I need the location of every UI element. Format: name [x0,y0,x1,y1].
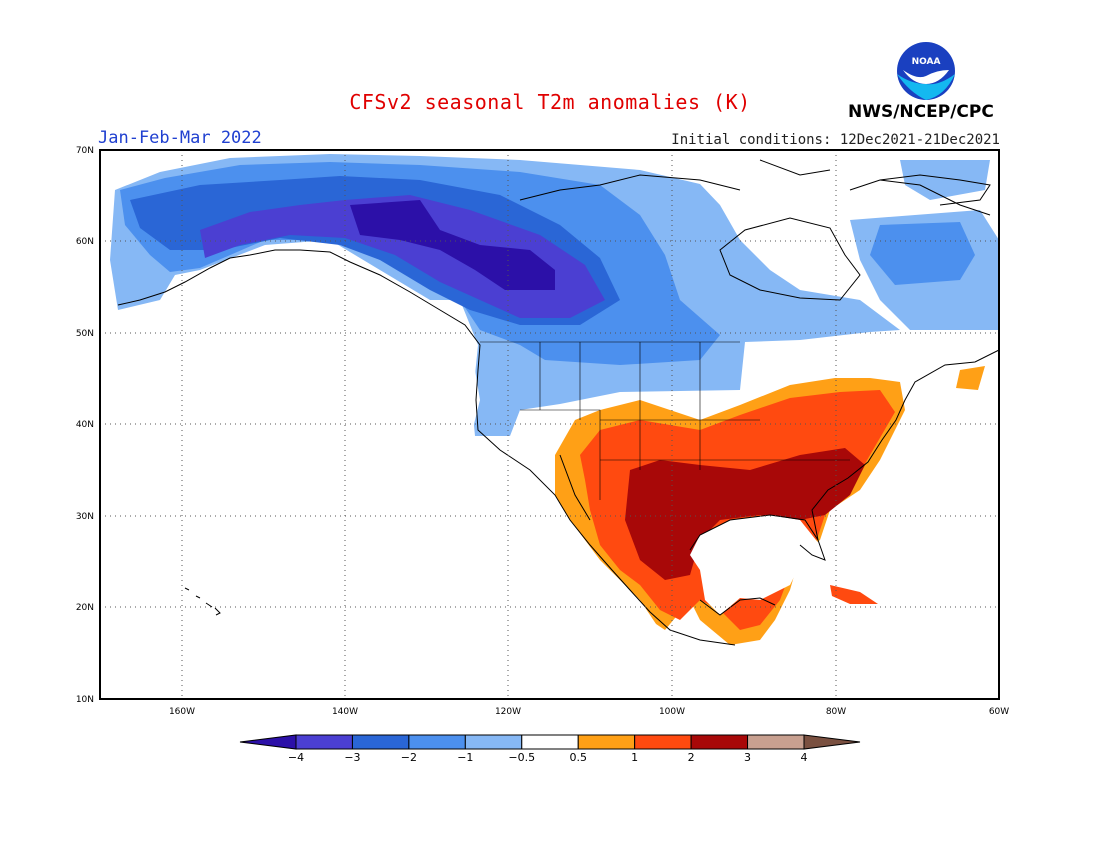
anomaly-region-dark-red [625,448,865,580]
logo-text: NOAA [912,57,941,67]
latitude-labels: 70N 60N 50N 40N 30N 20N 10N [76,146,94,705]
lon-label: 100W [659,707,685,717]
lat-label: 40N [76,420,94,430]
colorbar-tick-label: −4 [288,751,304,764]
colorbar-tick-label: −1 [457,751,473,764]
colorbar-swatch [351,734,410,750]
colorbar-tick-label: 1 [631,751,638,764]
colorbar-swatch [295,734,353,750]
coastline-arctic [519,159,991,216]
lat-label: 60N [76,237,94,247]
gulf-of-mexico [690,515,820,615]
colorbar-tick-label: 4 [801,751,808,764]
coastline-east [811,349,1000,541]
season-label: Jan-Feb-Mar 2022 [98,128,262,148]
colorbar-swatch [408,734,466,750]
colorbar-swatch [577,734,636,750]
lon-label: 160W [169,707,195,717]
anomaly-shading [100,154,999,700]
colorbar-swatch [464,734,523,750]
lon-label: 120W [495,707,521,717]
lat-label: 70N [76,146,94,156]
lat-label: 20N [76,603,94,613]
colorbar-arrow-high [803,734,861,750]
colorbar-tick-label: −2 [401,751,417,764]
pacific-ocean [100,260,800,700]
lat-label: 50N [76,329,94,339]
colorbar-tick-label: 2 [688,751,695,764]
hawaii-islands [184,587,221,616]
coastline-hudson [719,217,861,301]
colorbar-swatch [747,734,805,750]
coastline-greenland [849,174,991,206]
colorbar-swatch [521,734,579,750]
anomaly-region-red-cuba [830,585,878,604]
us-borders [480,341,850,500]
anomaly-region-light-blue-greenland [900,160,990,200]
colorbar: −4 −3 −2 −1 −0.5 0.5 1 2 3 4 [239,734,861,764]
anomaly-region-deep-purple [350,200,555,290]
anomaly-region-orange-ne [956,366,985,390]
lat-label: 30N [76,512,94,522]
lon-label: 140W [332,707,358,717]
lon-label: 80W [826,707,846,717]
colorbar-swatch [690,734,749,750]
coastline-alaska [117,249,736,646]
colorbar-tick-label: 3 [744,751,751,764]
anomaly-region-medium-blue-east [870,222,975,285]
colorbar-swatch [634,734,692,750]
initial-conditions-label: Initial conditions: 12Dec2021-21Dec2021 [671,132,1000,148]
noaa-logo-icon: NOAA [897,42,955,100]
coastlines [117,159,1000,646]
colorbar-tick-label: 0.5 [569,751,587,764]
longitude-labels: 160W 140W 120W 100W 80W 60W [169,707,1009,717]
coastline-gulf [559,454,826,616]
map-frame [99,149,1000,700]
lon-label: 60W [989,707,1009,717]
lat-label: 10N [76,695,94,705]
colorbar-tick-label: −3 [344,751,360,764]
colorbar-arrow-low [239,734,297,750]
agency-label: NWS/NCEP/CPC [848,102,994,122]
colorbar-tick-label: −0.5 [508,751,535,764]
chart-title: CFSv2 seasonal T2m anomalies (K) [349,90,751,114]
